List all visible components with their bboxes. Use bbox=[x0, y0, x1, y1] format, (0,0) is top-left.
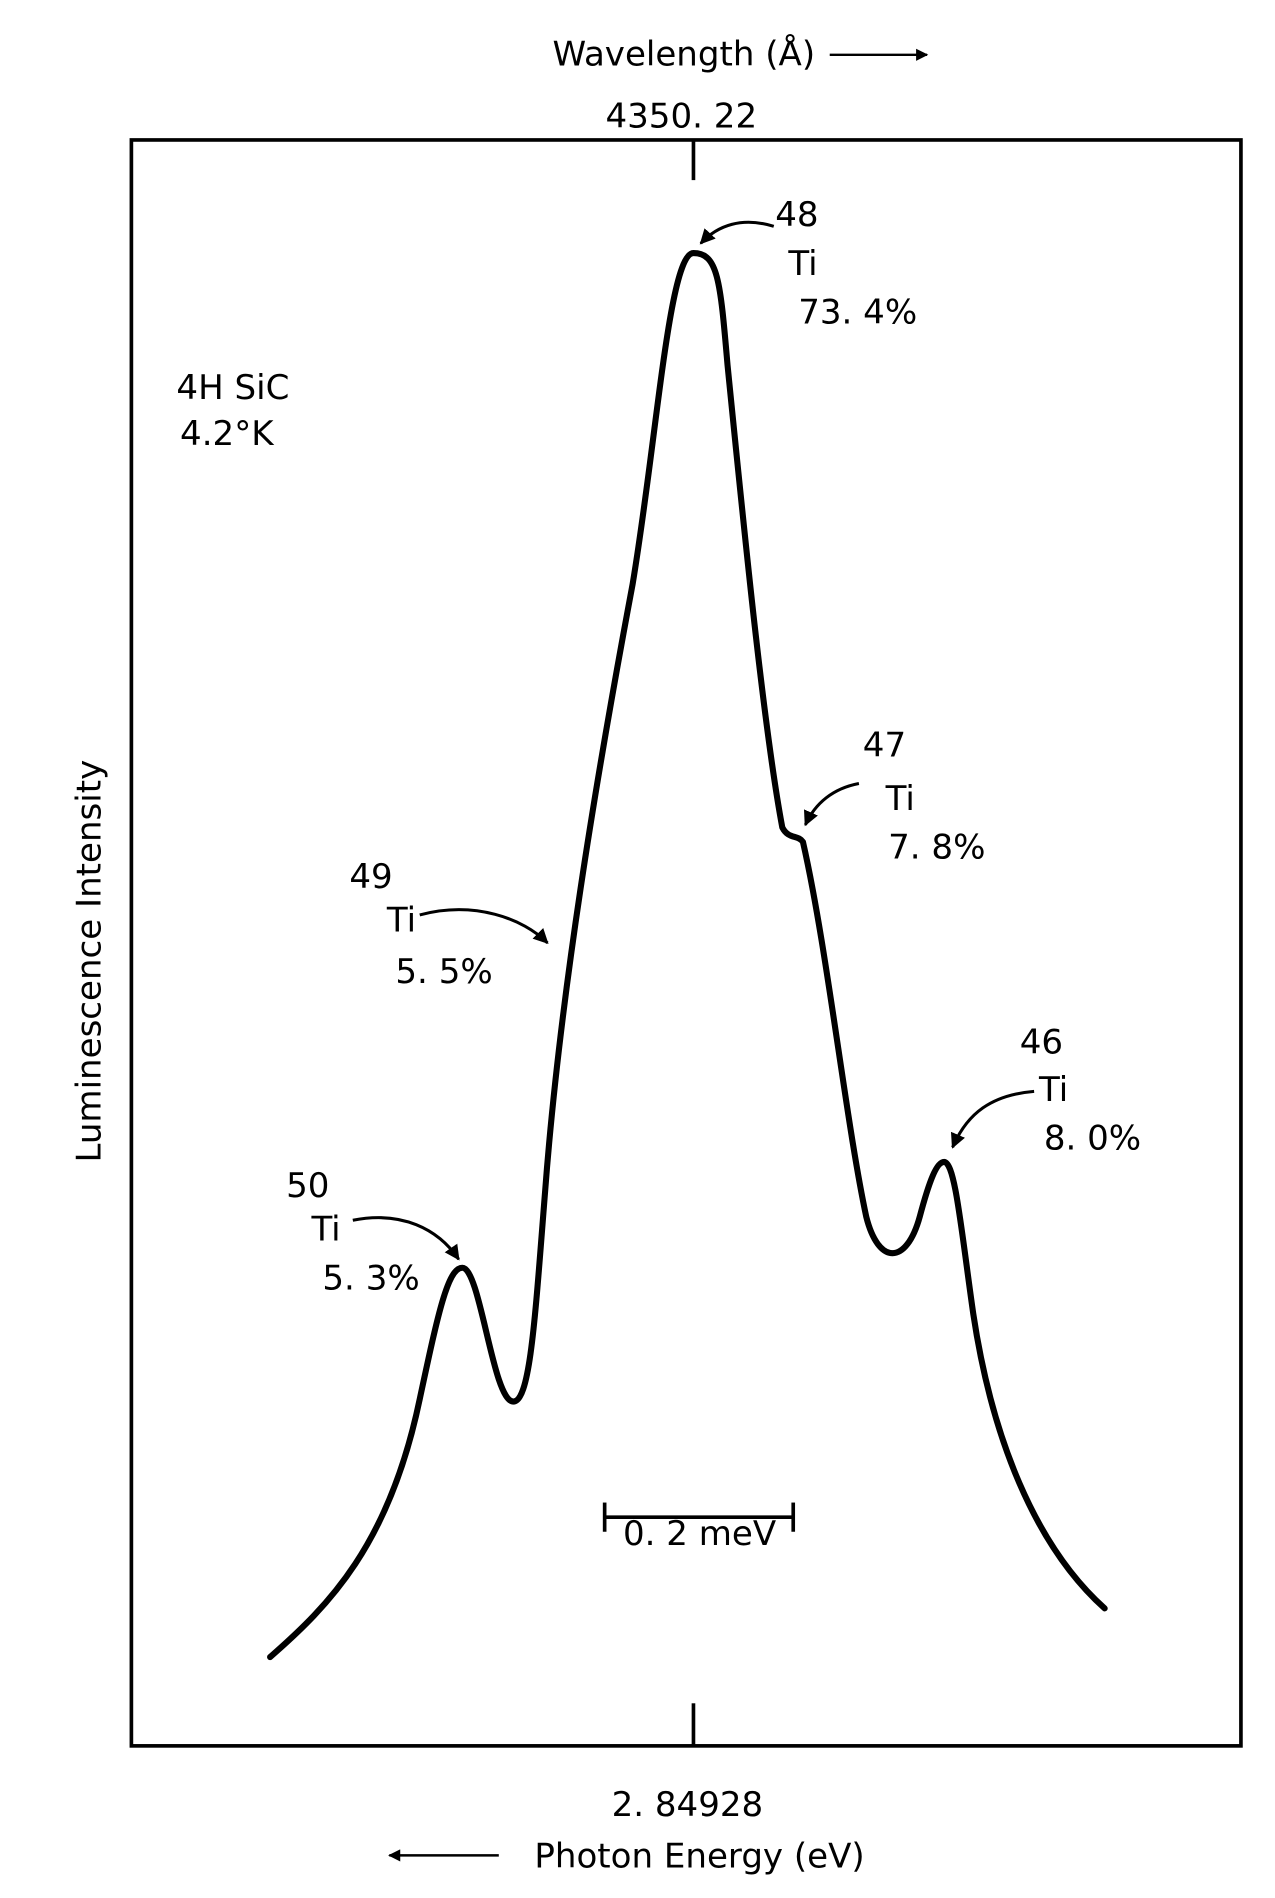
scale-bar-label: 0. 2 meV bbox=[623, 1514, 777, 1554]
annotation-arrow bbox=[699, 220, 775, 245]
plot-frame bbox=[129, 138, 1243, 1748]
annotation-element: Ti bbox=[386, 901, 416, 941]
annotation-mass: 46 bbox=[1020, 1022, 1063, 1062]
center-energy: 2. 84928 bbox=[612, 1785, 764, 1825]
annotation-arrow bbox=[804, 782, 860, 827]
x-axis-label: Photon Energy (eV) bbox=[534, 1836, 864, 1876]
annotation-abundance: 8. 0% bbox=[1044, 1119, 1141, 1159]
spectrum-curve bbox=[267, 250, 1108, 1661]
annotation-element: Ti bbox=[787, 244, 817, 284]
annotation-mass: 47 bbox=[863, 726, 906, 766]
temperature-label: 4.2°K bbox=[180, 414, 275, 454]
annotation-abundance: 5. 3% bbox=[322, 1258, 419, 1298]
annotation-arrow bbox=[419, 908, 549, 944]
annotation-arrow bbox=[951, 1089, 1035, 1149]
annotation-element: Ti bbox=[1038, 1070, 1068, 1110]
top-axis-label: Wavelength (Å) bbox=[552, 34, 815, 75]
annotation-abundance: 73. 4% bbox=[798, 292, 917, 332]
annotation-arrow bbox=[352, 1216, 460, 1261]
annotation-mass: 48 bbox=[775, 195, 818, 235]
annotation-element: Ti bbox=[310, 1210, 340, 1250]
annotation-abundance: 7. 8% bbox=[888, 828, 985, 868]
annotation-mass: 49 bbox=[349, 857, 392, 897]
annotation-abundance: 5. 5% bbox=[395, 952, 492, 992]
annotation-element: Ti bbox=[885, 779, 915, 819]
annotation-mass: 50 bbox=[286, 1166, 329, 1206]
y-axis-label: Luminescence Intensity bbox=[70, 760, 110, 1163]
center-wavelength: 4350. 22 bbox=[605, 97, 757, 137]
sample-label: 4H SiC bbox=[176, 368, 289, 408]
